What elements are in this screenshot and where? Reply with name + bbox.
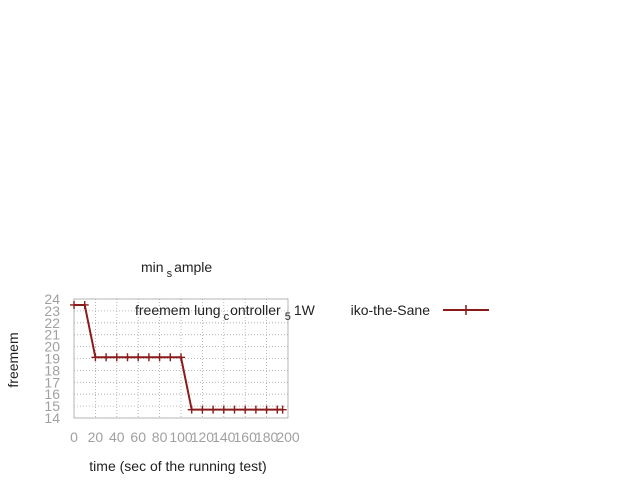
legend-label-part2: iko-the-Sane (351, 302, 431, 318)
plot-frame (73, 298, 289, 419)
y-tick-label: 21 (44, 327, 60, 343)
x-tick-label: 160 (234, 429, 258, 445)
data-point (91, 353, 100, 362)
x-tick-label: 80 (152, 429, 168, 445)
y-tick-label: 18 (44, 362, 60, 378)
x-tick-label: 120 (191, 429, 215, 445)
x-tick-label: 40 (109, 429, 125, 445)
y-tick-label: 17 (44, 374, 60, 390)
data-point (144, 353, 153, 362)
x-tick-label: 60 (130, 429, 146, 445)
legend: freemem lung controller 5 1W iko-the-Sane (135, 302, 489, 323)
x-tick-label: 100 (169, 429, 193, 445)
x-tick-label: 0 (70, 429, 78, 445)
y-tick-label: 20 (44, 339, 60, 355)
data-point (198, 405, 207, 414)
y-tick-label: 14 (44, 410, 60, 426)
data-point (209, 405, 218, 414)
chart-title-sub: s (167, 268, 173, 280)
data-point (241, 405, 250, 414)
y-tick-label: 16 (44, 386, 60, 402)
x-tick-label: 180 (255, 429, 279, 445)
data-point (134, 353, 143, 362)
data-point (262, 405, 271, 414)
data-point (187, 405, 196, 414)
y-tick-label: 24 (44, 291, 60, 307)
data-point (177, 353, 185, 362)
legend-text-3: 1W (294, 302, 316, 318)
x-tick-label: 140 (212, 429, 236, 445)
y-tick-label: 15 (44, 398, 60, 414)
legend-text-2: ontroller (230, 302, 281, 318)
y-tick-label: 19 (44, 351, 60, 367)
legend-label-part1: freemem lung controller 5 1W (135, 302, 316, 323)
y-tick-label: 23 (44, 303, 60, 319)
legend-sub-1: c (224, 311, 230, 323)
data-point (112, 353, 121, 362)
data-point (230, 405, 239, 414)
series-freemem (70, 300, 287, 414)
data-point (219, 405, 228, 414)
x-tick-label: 20 (88, 429, 104, 445)
x-tick-label: 200 (276, 429, 300, 445)
y-axis-title: freemem (5, 332, 21, 387)
x-axis-title: time (sec of the running test) (89, 458, 266, 474)
data-point (155, 353, 164, 362)
data-point (80, 300, 89, 309)
legend-sub-2: 5 (285, 311, 291, 323)
data-point (123, 353, 132, 362)
chart-title-base: min (141, 259, 164, 275)
data-point (70, 300, 78, 309)
y-tick-label: 22 (44, 315, 60, 331)
data-point (251, 405, 260, 414)
data-point (102, 353, 111, 362)
chart-title-rest: ample (174, 259, 212, 275)
legend-text-1: freemem lung (135, 302, 221, 318)
data-point (166, 353, 175, 362)
chart-title: min s ample (141, 259, 212, 280)
data-point (278, 405, 287, 414)
